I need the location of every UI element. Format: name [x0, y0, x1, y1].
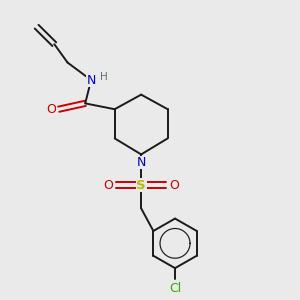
Text: O: O [103, 178, 113, 191]
Text: H: H [100, 72, 107, 82]
Text: O: O [169, 178, 179, 191]
Text: S: S [136, 178, 146, 191]
Text: N: N [136, 156, 146, 169]
Text: O: O [46, 103, 56, 116]
Text: N: N [86, 74, 96, 87]
Text: Cl: Cl [169, 282, 181, 295]
